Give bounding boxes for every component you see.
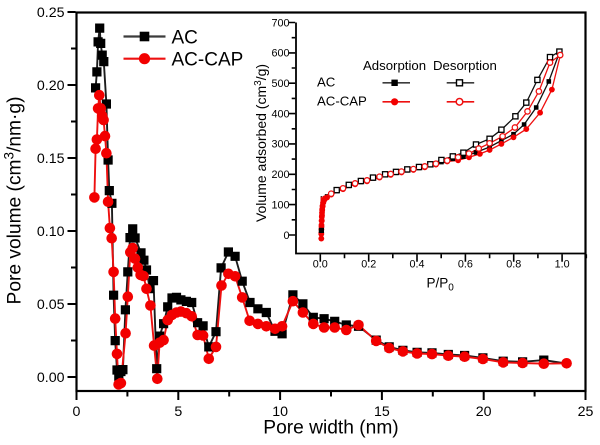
svg-text:0.4: 0.4 <box>409 259 424 271</box>
svg-text:100: 100 <box>271 199 289 211</box>
svg-text:0.15: 0.15 <box>37 151 65 167</box>
svg-text:0.05: 0.05 <box>37 297 65 313</box>
svg-text:10: 10 <box>272 404 288 420</box>
svg-text:0.10: 0.10 <box>37 224 65 240</box>
svg-text:20: 20 <box>476 404 492 420</box>
svg-text:Pore width (nm): Pore width (nm) <box>263 418 398 439</box>
svg-text:Pore volume (cm3/nm·g): Pore volume (cm3/nm·g) <box>2 97 26 305</box>
svg-text:AC-CAP: AC-CAP <box>317 94 367 109</box>
svg-text:P/P0: P/P0 <box>427 276 455 294</box>
svg-text:0: 0 <box>283 230 289 242</box>
svg-text:700: 700 <box>271 17 289 29</box>
svg-text:0.00: 0.00 <box>37 370 65 386</box>
svg-text:0.20: 0.20 <box>37 78 65 94</box>
svg-text:0.2: 0.2 <box>361 259 376 271</box>
svg-text:0.8: 0.8 <box>506 259 521 271</box>
svg-text:0.25: 0.25 <box>37 5 65 21</box>
svg-text:AC: AC <box>172 28 198 49</box>
svg-text:400: 400 <box>271 108 289 120</box>
svg-text:15: 15 <box>374 404 390 420</box>
svg-text:1.0: 1.0 <box>555 259 570 271</box>
svg-text:AC: AC <box>317 74 336 89</box>
svg-text:0.6: 0.6 <box>458 259 473 271</box>
svg-text:Volume adsorbed (cm3/g): Volume adsorbed (cm3/g) <box>253 64 269 222</box>
svg-text:Desorption: Desorption <box>433 58 497 73</box>
svg-text:200: 200 <box>271 169 289 181</box>
svg-text:600: 600 <box>271 48 289 60</box>
svg-text:5: 5 <box>174 404 182 420</box>
svg-text:500: 500 <box>271 78 289 90</box>
svg-text:300: 300 <box>271 139 289 151</box>
svg-text:AC-CAP: AC-CAP <box>172 50 244 71</box>
svg-text:0: 0 <box>73 404 81 420</box>
svg-text:Adsorption: Adsorption <box>363 58 426 73</box>
svg-text:25: 25 <box>578 404 594 420</box>
svg-text:0.0: 0.0 <box>313 259 328 271</box>
